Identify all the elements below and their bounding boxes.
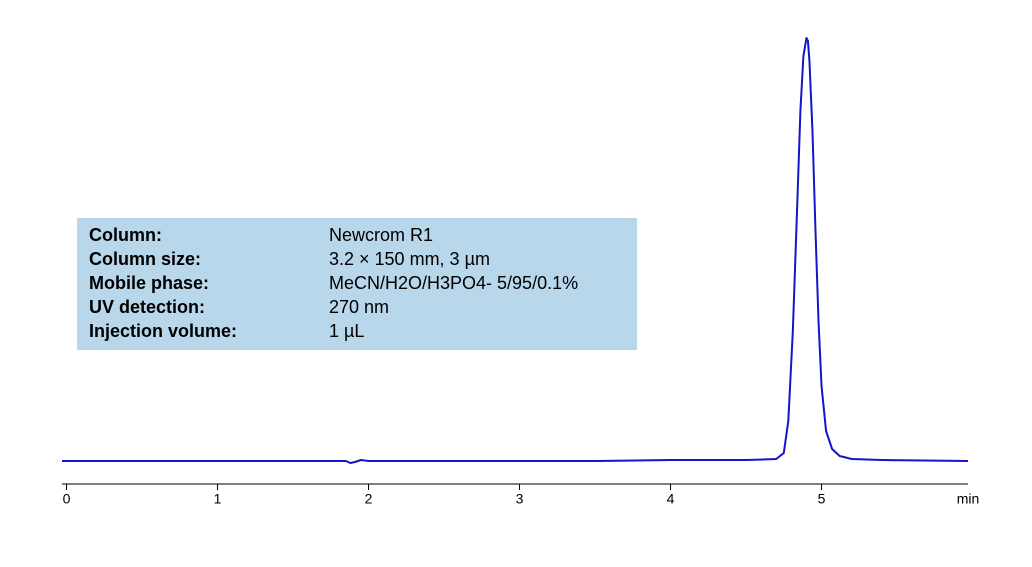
info-key: Mobile phase: [89,273,209,293]
x-axis-label: min [957,491,980,507]
chromatogram-line [62,37,969,464]
x-tick-label: 5 [818,491,826,507]
x-tick-label: 4 [667,491,675,507]
info-key: UV detection: [89,297,205,317]
x-tick-label: 0 [63,491,71,507]
info-value: 3.2 × 150 mm, 3 µm [329,249,490,269]
x-tick-label: 2 [365,491,373,507]
info-value: 1 µL [329,321,364,341]
info-key: Injection volume: [89,321,237,341]
info-value: Newcrom R1 [329,225,433,245]
x-tick-label: 3 [516,491,524,507]
info-key: Column: [89,225,162,245]
info-value: 270 nm [329,297,389,317]
info-value: MeCN/H2O/H3PO4- 5/95/0.1% [329,273,578,293]
x-tick-label: 1 [214,491,222,507]
info-box-background [77,218,637,350]
info-box: Column: Newcrom R1 Column size: 3.2 × 150 m… [77,218,637,350]
info-key: Column size: [89,249,201,269]
